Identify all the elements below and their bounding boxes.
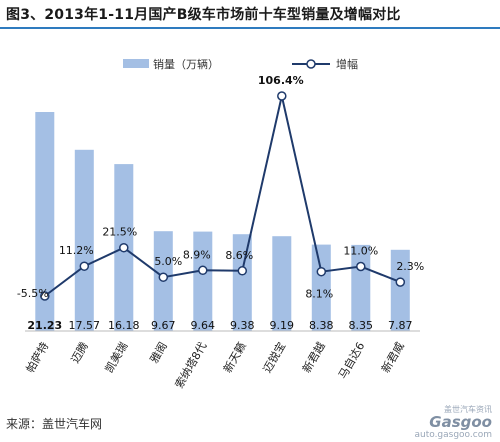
chart-legend: 销量（万辆） 增幅 bbox=[123, 57, 358, 71]
growth-marker bbox=[40, 291, 50, 301]
growth-value-label: 8.1% bbox=[305, 288, 333, 301]
bar-2 bbox=[74, 149, 94, 331]
bar-6 bbox=[232, 234, 252, 331]
bar-7 bbox=[272, 236, 292, 331]
x-axis: 帕萨特 迈腾 凯美瑞 雅阁 索纳塔8代 新天籁 迈锐宝 新君越 马自达6 新君威 bbox=[23, 330, 420, 391]
line-series bbox=[40, 91, 406, 301]
bar-value-label: 9.19 bbox=[270, 319, 295, 332]
x-tick-label: 雅阁 bbox=[147, 340, 170, 366]
bar-10 bbox=[390, 249, 410, 331]
growth-value-label: 5.0% bbox=[154, 255, 182, 268]
bar-value-label: 7.87 bbox=[388, 319, 413, 332]
growth-line bbox=[44, 95, 401, 297]
legend-bar-label: 销量（万辆） bbox=[153, 57, 219, 71]
growth-marker bbox=[316, 266, 327, 277]
bar-value-label: 16.18 bbox=[108, 319, 140, 332]
gasgoo-logo: Gasgoo bbox=[429, 413, 492, 431]
bar-8 bbox=[311, 244, 331, 331]
bar-5 bbox=[193, 231, 213, 331]
growth-marker bbox=[198, 265, 208, 276]
bar-value-label: 8.35 bbox=[349, 319, 374, 332]
x-tick-label: 马自达6 bbox=[336, 340, 367, 381]
bar-value-label: 9.67 bbox=[151, 319, 176, 332]
growth-marker bbox=[237, 266, 248, 276]
x-tick-label: 新君越 bbox=[299, 340, 328, 376]
bar-value-label: 21.23 bbox=[27, 319, 62, 332]
growth-value-label: 106.4% bbox=[258, 74, 304, 87]
source-note: 来源：盖世汽车网 bbox=[6, 417, 103, 431]
x-tick-label: 迈腾 bbox=[68, 340, 91, 366]
x-tick-label: 迈锐宝 bbox=[260, 340, 289, 376]
growth-marker bbox=[277, 91, 287, 101]
bar-value-label: 17.57 bbox=[69, 319, 101, 332]
growth-value-label: 11.0% bbox=[343, 245, 378, 258]
bar-value-label: 9.38 bbox=[230, 319, 255, 332]
growth-marker bbox=[158, 272, 169, 282]
title-divider bbox=[0, 27, 500, 29]
growth-value-label: 2.3% bbox=[396, 260, 424, 273]
gasgoo-watermark: 盖世汽车资讯 Gasgoo auto.gasgoo.com bbox=[414, 404, 492, 440]
watermark-url: auto.gasgoo.com bbox=[414, 430, 492, 440]
growth-marker bbox=[395, 277, 406, 287]
growth-marker bbox=[356, 261, 366, 272]
bar-value-label: 8.38 bbox=[309, 319, 334, 332]
legend-line-label: 增幅 bbox=[336, 57, 358, 71]
growth-value-label: -5.5% bbox=[17, 287, 49, 300]
x-tick-label: 新君威 bbox=[378, 340, 407, 376]
data-labels: 21.23 17.57 16.18 9.67 9.64 9.38 9.19 8.38 8.35 7… bbox=[17, 74, 424, 332]
chart-title: 图3、2013年1-11月国产B级车市场前十车型销量及增幅对比 bbox=[6, 7, 401, 23]
growth-value-label: 21.5% bbox=[102, 226, 137, 239]
growth-marker bbox=[79, 261, 90, 271]
legend-line-marker bbox=[306, 59, 316, 69]
x-tick-label: 新天籁 bbox=[220, 340, 249, 376]
x-tick-label: 帕萨特 bbox=[23, 340, 52, 376]
legend-bar-swatch bbox=[123, 59, 149, 68]
growth-value-label: 8.9% bbox=[183, 248, 211, 261]
growth-marker bbox=[119, 242, 129, 253]
x-tick-label: 凯美瑞 bbox=[102, 340, 131, 376]
growth-value-label: 8.6% bbox=[225, 249, 253, 262]
watermark-cn-text: 盖世汽车资讯 bbox=[444, 405, 492, 414]
bar-series bbox=[35, 112, 410, 331]
bar-value-label: 9.64 bbox=[191, 319, 216, 332]
x-tick-label: 索纳塔8代 bbox=[172, 340, 210, 391]
growth-value-label: 11.2% bbox=[59, 244, 94, 257]
bar-1 bbox=[35, 112, 55, 331]
